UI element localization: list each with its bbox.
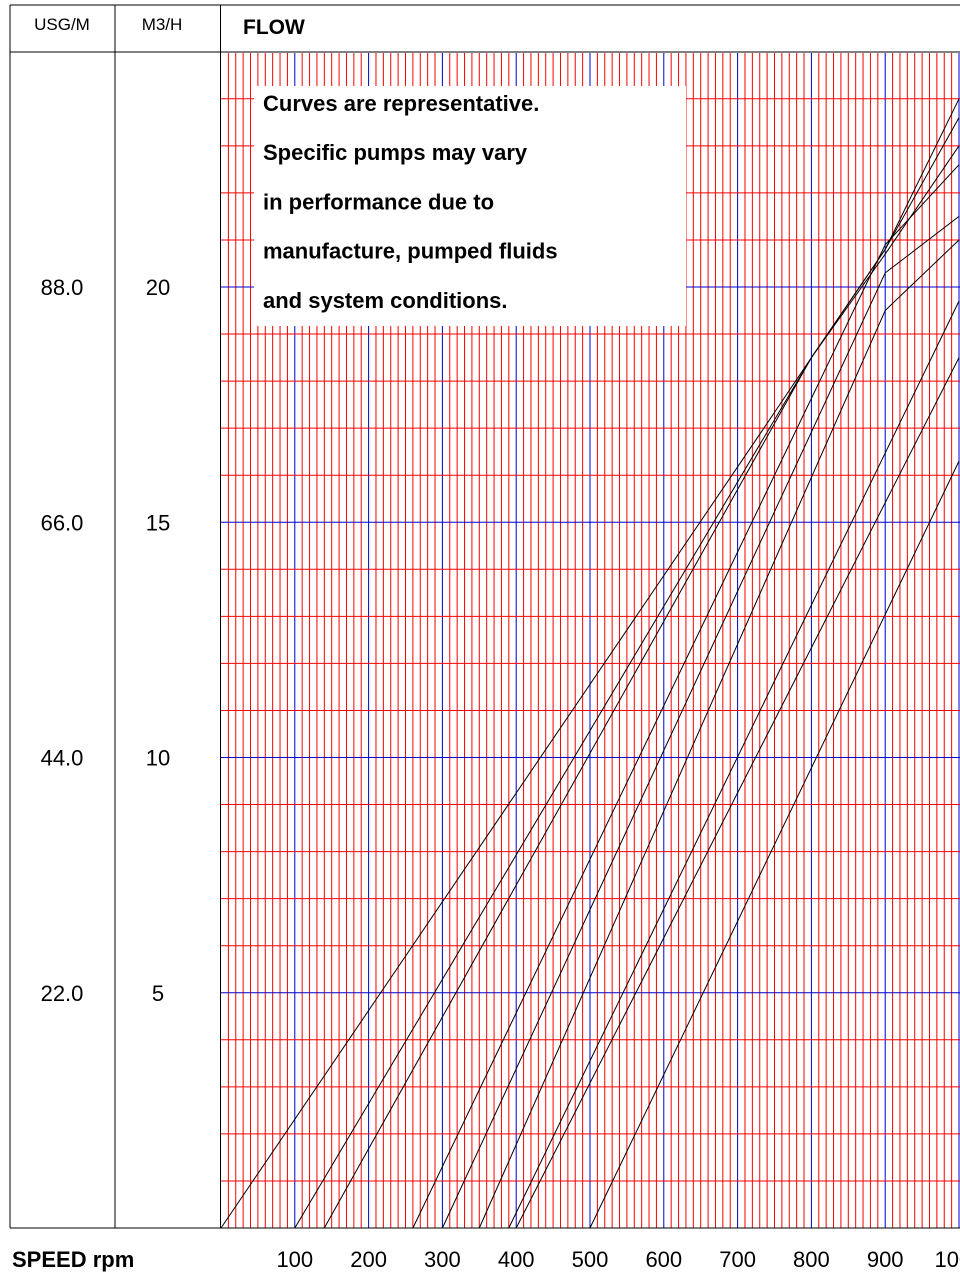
x-tick-label: 700 [719, 1247, 756, 1272]
note-line: Specific pumps may vary [263, 140, 528, 165]
x-tick-label: 200 [350, 1247, 387, 1272]
y-label-m3h: 15 [146, 510, 170, 535]
note-line: Curves are representative. [263, 91, 539, 116]
y-label-m3h: 20 [146, 275, 170, 300]
x-tick-label: 500 [572, 1247, 609, 1272]
y-label-usgm: 66.0 [41, 510, 84, 535]
m3h-column-header: M3/H [142, 15, 183, 34]
chart-title: FLOW [243, 16, 305, 39]
performance-curve-5 [441, 216, 960, 1229]
note-line: and system conditions. [263, 288, 508, 313]
performance-curve-8 [515, 357, 960, 1229]
performance-curve-3 [323, 98, 960, 1229]
frame [9, 4, 960, 1229]
x-tick-label: 300 [424, 1247, 461, 1272]
x-tick-label: 100 [276, 1247, 313, 1272]
x-tick-label: 1000 [935, 1247, 960, 1272]
usgm-column-header: USG/M [34, 15, 90, 34]
performance-curve-7 [508, 300, 960, 1229]
note-line: manufacture, pumped fluids [263, 239, 558, 264]
speed-axis-label: SPEED rpm [12, 1247, 134, 1272]
x-tick-label: 400 [498, 1247, 535, 1272]
x-tick-label: 800 [793, 1247, 830, 1272]
performance-curve-9 [589, 460, 960, 1229]
y-label-m3h: 10 [146, 746, 170, 771]
y-label-usgm: 44.0 [41, 746, 84, 771]
note-text: Curves are representative. Specific pumps… [263, 91, 558, 313]
performance-curve-4 [412, 164, 960, 1229]
y-label-m3h: 5 [152, 981, 164, 1006]
note-line: in performance due to [263, 189, 494, 214]
y-axis-labels: 88.0 20 66.0 15 44.0 10 22.0 5 [41, 275, 171, 1006]
x-tick-label: 600 [645, 1247, 682, 1272]
y-label-usgm: 22.0 [41, 981, 84, 1006]
performance-curve-6 [478, 239, 960, 1229]
x-tick-label: 900 [867, 1247, 904, 1272]
y-label-usgm: 88.0 [41, 275, 84, 300]
note-box [254, 86, 686, 326]
curves [220, 98, 960, 1229]
x-axis-labels: 100 200 300 400 500 600 700 800 900 1000 [276, 1247, 960, 1272]
